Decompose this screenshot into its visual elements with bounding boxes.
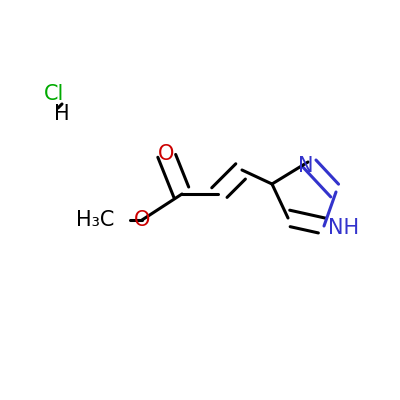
Text: NH: NH <box>328 218 359 238</box>
Text: H: H <box>54 104 70 124</box>
Text: O: O <box>134 210 150 230</box>
Text: N: N <box>298 156 314 176</box>
Text: O: O <box>158 144 174 164</box>
Text: H₃C: H₃C <box>76 210 114 230</box>
Text: Cl: Cl <box>44 84 64 104</box>
